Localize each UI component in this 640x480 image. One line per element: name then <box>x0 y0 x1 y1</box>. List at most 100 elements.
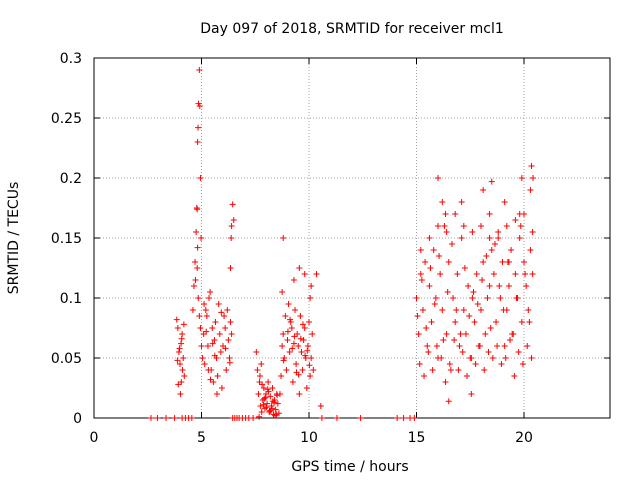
y-axis-title: SRMTID / TECUs <box>6 182 22 295</box>
data-point <box>519 361 526 367</box>
data-point <box>262 394 269 401</box>
data-point <box>176 345 183 352</box>
data-point <box>446 361 453 367</box>
data-point <box>269 385 276 391</box>
data-point <box>507 337 514 343</box>
data-point <box>180 355 187 361</box>
data-point <box>257 403 264 409</box>
data-point <box>303 385 310 391</box>
data-point <box>482 331 489 337</box>
data-point <box>307 295 314 301</box>
data-point <box>454 271 461 277</box>
data-point <box>207 289 214 295</box>
data-point <box>471 319 478 325</box>
data-point <box>521 259 527 265</box>
x-tick-label: 15 <box>408 430 426 446</box>
y-tick-label: 0.1 <box>60 291 82 307</box>
data-point <box>192 277 199 283</box>
data-point <box>227 319 234 325</box>
data-point <box>418 277 425 283</box>
data-point <box>228 223 235 229</box>
data-point <box>308 355 315 361</box>
data-point <box>228 235 235 241</box>
data-point <box>274 400 281 407</box>
data-point <box>439 199 446 205</box>
data-point <box>445 259 452 265</box>
data-point <box>474 301 481 307</box>
data-point <box>468 391 475 397</box>
grid-lines <box>94 58 610 418</box>
data-point <box>357 415 364 421</box>
data-point <box>497 295 504 301</box>
data-point <box>417 271 424 277</box>
data-point <box>450 295 457 301</box>
data-point <box>286 349 293 355</box>
data-point <box>215 301 222 307</box>
data-point <box>296 265 303 271</box>
data-point <box>516 211 523 217</box>
data-point <box>266 407 273 414</box>
data-point <box>205 367 212 373</box>
data-point <box>439 307 446 313</box>
data-point <box>487 325 494 331</box>
data-point <box>501 343 508 349</box>
data-point <box>203 313 210 319</box>
data-point <box>196 67 203 73</box>
data-point <box>194 244 201 251</box>
data-point <box>256 413 263 420</box>
data-point <box>425 349 432 355</box>
data-point <box>280 331 287 337</box>
data-point <box>473 271 480 277</box>
data-point <box>253 349 260 355</box>
data-point <box>276 391 283 397</box>
data-point <box>500 307 507 313</box>
data-point <box>223 367 230 373</box>
data-point <box>499 259 506 265</box>
y-tick-label: 0.05 <box>51 351 82 367</box>
data-point <box>416 361 423 367</box>
data-point <box>518 175 525 181</box>
data-point <box>299 321 306 328</box>
data-point <box>478 307 484 313</box>
data-point <box>177 391 184 397</box>
data-point <box>201 301 208 307</box>
data-point <box>430 247 437 253</box>
tick-labels: 0 5 10 15 20 0 0.05 0.1 0.15 0.2 0.25 0.3 <box>51 51 533 446</box>
data-point <box>178 340 185 347</box>
data-point <box>225 337 232 343</box>
data-point <box>526 319 533 325</box>
data-point <box>212 319 219 325</box>
data-point <box>472 361 479 367</box>
data-point <box>522 271 529 277</box>
data-point <box>299 367 306 373</box>
data-point <box>426 283 433 289</box>
data-point <box>437 271 444 277</box>
x-tick-label: 10 <box>300 430 318 446</box>
data-point <box>254 367 261 373</box>
data-point <box>486 283 493 289</box>
data-point <box>259 381 266 388</box>
data-point <box>476 343 483 349</box>
data-point <box>195 124 202 131</box>
data-point <box>255 391 262 397</box>
data-point <box>290 277 297 283</box>
data-point <box>287 316 294 323</box>
data-point <box>480 187 487 193</box>
data-point <box>516 235 523 241</box>
data-point <box>289 345 296 352</box>
data-point <box>306 319 312 325</box>
data-point <box>228 331 235 337</box>
data-point <box>265 379 272 385</box>
data-point <box>444 289 451 295</box>
data-point <box>481 367 488 373</box>
data-point <box>263 404 270 411</box>
data-point <box>479 277 486 283</box>
data-point <box>493 319 500 325</box>
data-point <box>206 295 213 301</box>
data-point <box>470 289 477 295</box>
data-point <box>524 343 531 349</box>
data-point <box>310 367 317 373</box>
data-point <box>178 379 185 385</box>
data-point <box>189 307 196 313</box>
data-point <box>442 379 449 385</box>
